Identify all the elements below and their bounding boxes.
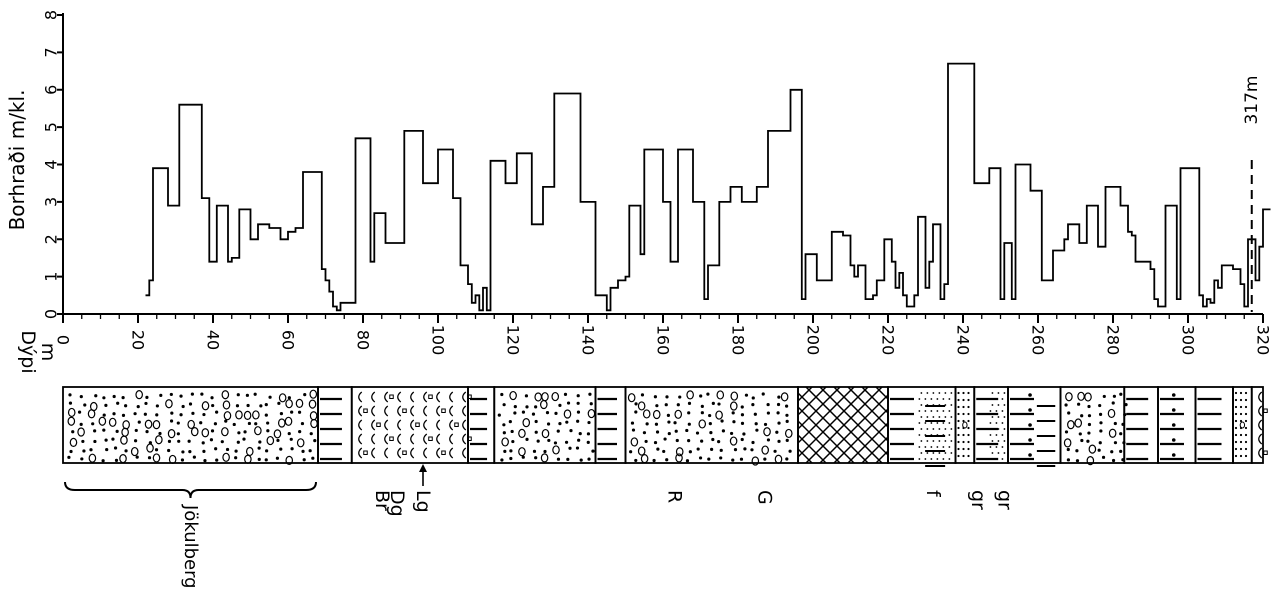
y-tick-label: 6: [42, 85, 61, 95]
x-tick-label: 120: [504, 325, 523, 356]
drilling-rate-series: [145, 62, 1271, 312]
y-tick-label: 3: [42, 197, 61, 207]
lithology-interval: [887, 386, 957, 467]
x-tick-label: 300: [1179, 325, 1198, 356]
lithology-interval: [624, 386, 799, 466]
jokulberg-brace: [64, 481, 317, 499]
lithology-interval: [493, 386, 597, 464]
x-tick-label: 140: [579, 325, 598, 356]
depth-marker-label: 317m: [1242, 75, 1262, 124]
x-tick-label: 40: [204, 330, 223, 350]
y-tick-label: 4: [42, 159, 61, 169]
lg-arrow-head: [419, 464, 427, 472]
y-tick-label: 7: [42, 47, 61, 57]
lithology-interval: [1059, 386, 1128, 466]
lithology-label: Dg: [386, 490, 408, 517]
lithology-label: gr: [993, 490, 1015, 510]
lithology-cell: [1250, 386, 1264, 464]
y-tick-label: 8: [42, 10, 61, 20]
lithology-label: Lg: [412, 490, 434, 513]
x-tick-label: 240: [954, 325, 973, 356]
x-axis-label-line2: m: [37, 343, 59, 362]
lithology-interval: [1007, 386, 1062, 467]
lithology-interval: [62, 386, 319, 465]
lithology-label: f: [922, 490, 944, 498]
lithology-interval: [317, 386, 353, 464]
x-tick-label: 160: [654, 325, 673, 356]
lithology-interval: [954, 386, 976, 464]
plot-area: 317m: [145, 62, 1271, 312]
y-tick-label: 5: [42, 122, 61, 132]
lithology-label: gr: [967, 490, 989, 510]
lithology-interval: [1232, 386, 1253, 464]
lithology-interval: [1157, 386, 1197, 464]
lithology-cell: [1232, 386, 1253, 464]
x-tick-label: 260: [1029, 325, 1048, 356]
lithology-interval: [1250, 386, 1268, 464]
y-axis-label: Borhraði m/kl.: [5, 90, 29, 231]
x-tick-label: 60: [279, 330, 298, 350]
y-tick-label: 1: [42, 272, 61, 282]
lithology-label: R: [663, 490, 685, 503]
x-tick-label: 100: [429, 325, 448, 356]
x-tick-label: 20: [129, 330, 148, 350]
lithology-interval: [350, 386, 472, 464]
lithology-interval: [1194, 386, 1234, 464]
lithology-cell: [624, 386, 799, 464]
x-tick-label: 220: [879, 325, 898, 356]
lithology-interval: [1123, 386, 1159, 464]
lithology-interval: [467, 386, 496, 464]
x-tick-label: 200: [804, 325, 823, 356]
x-tick-label: 180: [729, 325, 748, 356]
x-tick-label: 280: [1104, 325, 1123, 356]
lithology-label: Jökulberg: [180, 504, 201, 589]
x-tick-label: 0: [54, 335, 73, 345]
x-tick-label: 80: [354, 330, 373, 350]
lithology-cell: [954, 386, 976, 464]
lithology-cell: [1059, 386, 1126, 464]
y-tick-label: 2: [42, 234, 61, 244]
y-tick-label: 0: [42, 309, 61, 319]
lithology-label: Br: [371, 490, 393, 511]
lithology-interval: [973, 386, 1009, 464]
x-axis-label-line1: Dýpi: [17, 330, 39, 373]
lithology-label: G: [753, 490, 775, 505]
lithology-interval: [594, 386, 627, 464]
x-tick-label: 320: [1254, 325, 1273, 356]
